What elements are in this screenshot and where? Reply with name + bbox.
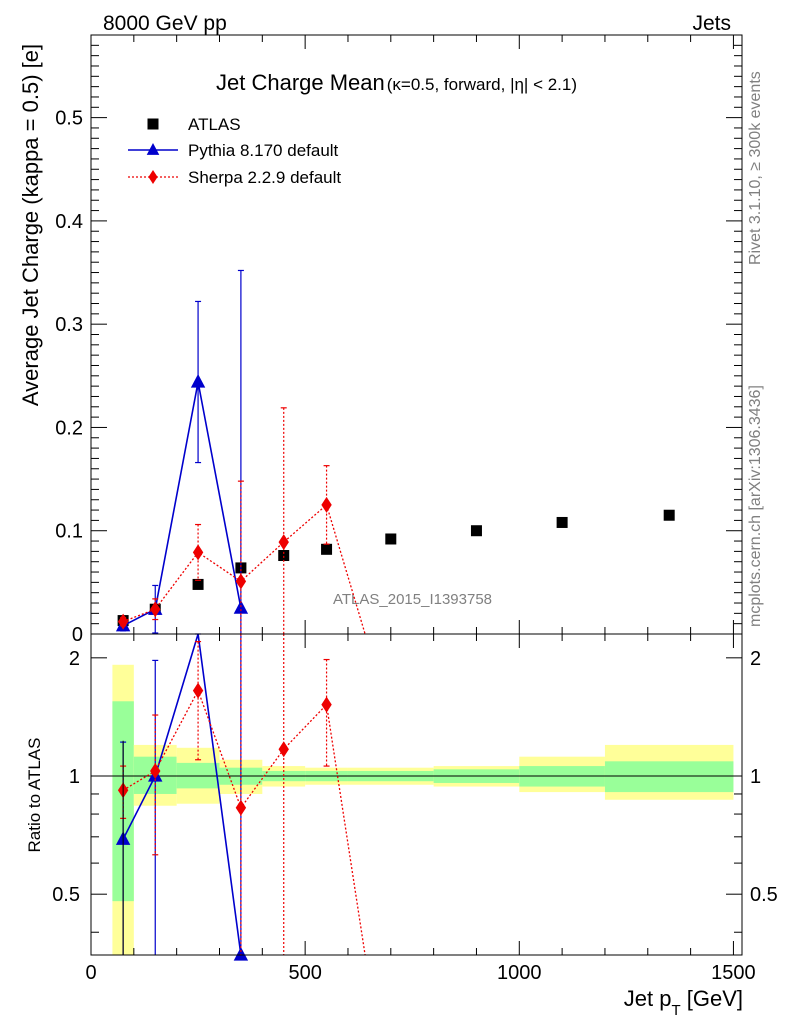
main-ylabel: Average Jet Charge (kappa = 0.5) [e] bbox=[18, 44, 43, 406]
sherpa-ratio-point bbox=[321, 696, 332, 713]
header-right: Jets bbox=[692, 12, 731, 35]
atlas-point bbox=[192, 578, 204, 590]
ratio-y-tick-label: 1 bbox=[69, 766, 80, 788]
uncertainty-bands bbox=[91, 664, 742, 955]
plot-title-main: Jet Charge Mean bbox=[216, 70, 385, 95]
x-tick-label: 1000 bbox=[497, 962, 542, 984]
y-tick-label: 0.1 bbox=[55, 521, 83, 543]
series-layer bbox=[115, 269, 675, 961]
watermark: ATLAS_2015_I1393758 bbox=[333, 591, 492, 608]
pythia-ratio-point bbox=[233, 947, 249, 961]
atlas-point bbox=[278, 550, 290, 562]
sherpa-point bbox=[192, 544, 204, 561]
legend-label: Pythia 8.170 default bbox=[188, 141, 339, 160]
legend-marker-atlas bbox=[147, 118, 159, 130]
legend-label: ATLAS bbox=[188, 115, 241, 134]
legend-marker-pythia bbox=[146, 143, 160, 155]
y-tick-label: 0.3 bbox=[55, 314, 83, 336]
ratio-y-tick-label: 0.5 bbox=[52, 884, 80, 906]
atlas-point bbox=[470, 525, 482, 537]
atlas-point bbox=[385, 533, 397, 545]
sherpa-point bbox=[235, 573, 247, 590]
y-tick-label: 0.5 bbox=[55, 108, 83, 130]
sherpa-point bbox=[117, 613, 129, 630]
sherpa-ratio-point bbox=[278, 741, 289, 758]
x-tick-label: 0 bbox=[85, 962, 96, 984]
y-tick-label: 0 bbox=[72, 624, 83, 646]
header-left: 8000 GeV pp bbox=[103, 12, 227, 35]
ratio-y-tick-label-right: 1 bbox=[750, 766, 761, 788]
xlabel: Jet pT [GeV] bbox=[624, 986, 743, 1019]
pythia-line bbox=[122, 381, 242, 627]
rivet-label: Rivet 3.1.10, ≥ 300k events bbox=[747, 71, 764, 265]
legend: ATLAS Pythia 8.170 default Sherpa 2.2.9 de… bbox=[128, 115, 341, 187]
ratio-y-tick-label: 2 bbox=[69, 648, 80, 670]
y-tick-label: 0.2 bbox=[55, 417, 83, 439]
pythia-point bbox=[190, 374, 206, 388]
pythia-ratio-line bbox=[122, 633, 242, 956]
sherpa-point bbox=[150, 601, 161, 618]
band-inner bbox=[604, 761, 734, 793]
sherpa-ratio-point bbox=[150, 762, 161, 779]
atlas-point bbox=[321, 543, 333, 555]
legend-label: Sherpa 2.2.9 default bbox=[188, 168, 341, 187]
mcplots-label: mcplots.cern.ch [arXiv:1306.3436] bbox=[747, 385, 764, 627]
sherpa-point bbox=[321, 496, 332, 513]
y-tick-label: 0.4 bbox=[55, 211, 83, 233]
ratio-ylabel: Ratio to ATLAS bbox=[25, 738, 44, 853]
x-tick-label: 500 bbox=[288, 962, 321, 984]
sherpa-ratio-point bbox=[235, 799, 247, 816]
sherpa-point bbox=[278, 534, 289, 551]
ratio-y-tick-label-right: 2 bbox=[750, 648, 761, 670]
ratio-y-tick-label-right: 0.5 bbox=[750, 884, 778, 906]
sherpa-ratio-point bbox=[192, 682, 204, 699]
plot-title: Jet Charge Mean (κ=0.5, forward, |η| < 2.… bbox=[216, 70, 577, 95]
ratio-frame bbox=[90, 633, 743, 956]
atlas-point bbox=[556, 516, 568, 528]
axis-ticks: 0 500 1000 1500 0 0.1 0.2 0.3 0.4 0.5 0.5 0.5 1 1 2 2 bbox=[52, 35, 778, 984]
x-tick-label: 1500 bbox=[711, 962, 756, 984]
legend-marker-sherpa bbox=[148, 170, 158, 184]
atlas-point bbox=[663, 509, 675, 521]
sherpa-ratio-line bbox=[122, 689, 366, 956]
plot-title-sub: (κ=0.5, forward, |η| < 2.1) bbox=[387, 75, 577, 94]
